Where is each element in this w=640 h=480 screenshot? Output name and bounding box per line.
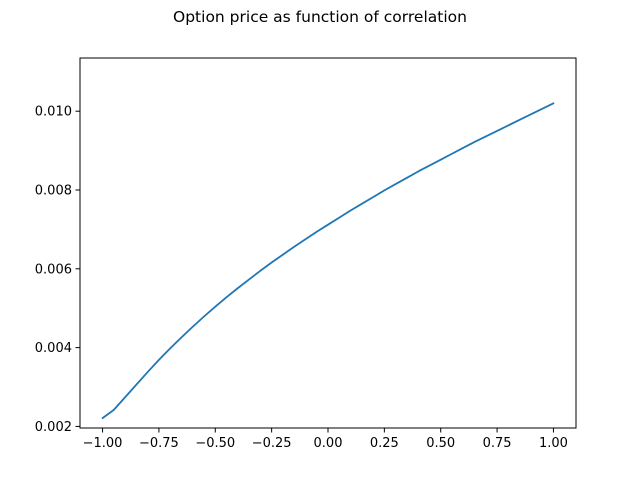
x-tick-label: −0.25: [252, 436, 292, 451]
plot-area: [101, 102, 555, 420]
y-tick-label: 0.004: [35, 341, 72, 356]
y-tick-label: 0.006: [35, 262, 72, 277]
x-tick-label: 1.00: [539, 436, 568, 451]
x-tick-label: 0.00: [314, 436, 343, 451]
y-tick-label: 0.008: [35, 184, 72, 199]
axes-frame: [79, 57, 577, 429]
x-tick-label: −0.75: [139, 436, 179, 451]
y-tick-label: 0.002: [35, 420, 72, 435]
x-tick-label: 0.75: [483, 436, 512, 451]
series-line-0: [101, 102, 555, 420]
x-tick-label: 0.50: [426, 436, 455, 451]
chart-title: Option price as function of correlation: [173, 8, 467, 26]
axes: −1.00 −0.75 −0.50 −0.25 0.00 0.25 0.50 0.75 1.00…: [35, 57, 577, 451]
y-tick-label: 0.010: [35, 105, 72, 120]
x-tick-label: 0.25: [370, 436, 399, 451]
x-tick-label: −1.00: [83, 436, 123, 451]
x-tick-label: −0.50: [195, 436, 235, 451]
